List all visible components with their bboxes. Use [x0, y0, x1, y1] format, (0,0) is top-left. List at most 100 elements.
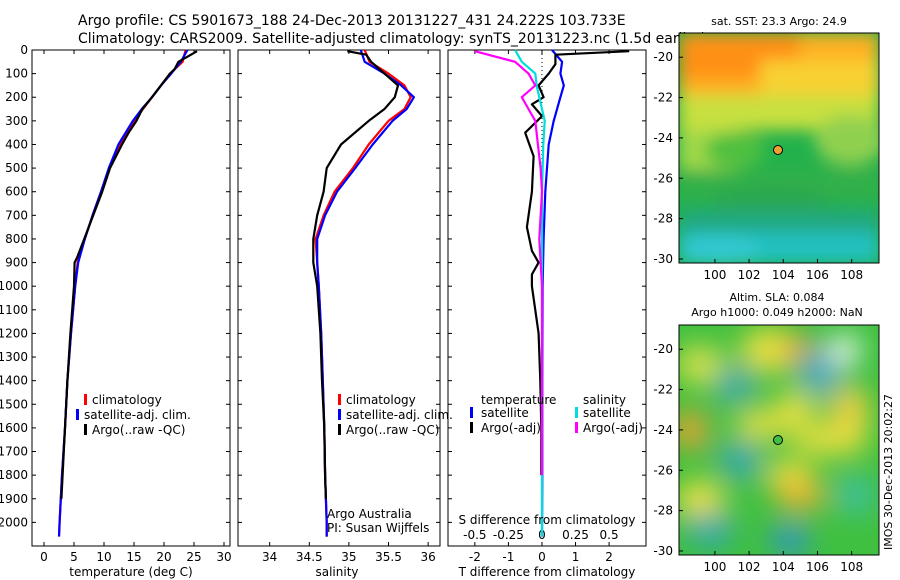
legend-swatch-satellite-adj [76, 409, 79, 420]
lon-tick-label: 108 [840, 268, 863, 282]
x-tick-label: 35.5 [375, 550, 402, 564]
sst-map-title: sat. SST: 23.3 Argo: 24.9 [711, 15, 847, 28]
x-tick-label: 34 [262, 550, 277, 564]
difference-legend: temperature salinity satellite satellite… [470, 393, 643, 435]
t-difference-tick-labels: -2 -1 0 1 2 [469, 50, 613, 564]
legend-swatch-climatology [338, 394, 341, 405]
depth-tick-label: 1700 [0, 445, 28, 459]
sla-map-frame [678, 324, 880, 556]
s-difference-tick-label: 0.5 [600, 528, 619, 542]
legend-label-satellite-adj: satellite-adj. clim. [84, 408, 191, 422]
series-line-argo-raw-qc- [60, 50, 198, 499]
x-tick-label: 2 [605, 550, 613, 564]
legend-swatch-sal-satellite [575, 407, 578, 418]
title-line-2: Climatology: CARS2009. Satellite-adjuste… [78, 31, 706, 47]
series-line-salinity-argo-adj- [474, 50, 544, 476]
argo-position-marker [773, 145, 783, 155]
depth-tick-label: 1800 [0, 468, 28, 482]
lon-tick-label: 102 [738, 268, 761, 282]
sla-map: Altim. SLA: 0.084 Argo h1000: 0.049 h200… [653, 291, 880, 574]
depth-tick-label: 900 [5, 256, 28, 270]
lat-tick-label: -24 [653, 423, 673, 437]
depth-tick-label: 1100 [0, 303, 28, 317]
depth-tick-label: 700 [5, 208, 28, 222]
annotation-pi: PI: Susan Wijffels [327, 521, 429, 535]
legend-label-sal-argo: Argo(-adj) [583, 421, 643, 435]
lat-tick-label: -30 [653, 544, 673, 558]
x-tick-label: 0 [538, 550, 546, 564]
legend-label-satellite-adj: satellite-adj. clim. [346, 408, 453, 422]
legend-label-sal-satellite: satellite [583, 406, 631, 420]
difference-series [474, 49, 630, 537]
lon-tick-label: 104 [772, 560, 795, 574]
depth-tick-label: 1200 [0, 326, 28, 340]
depth-tick-label: 800 [5, 232, 28, 246]
temperature-legend: climatology satellite-adj. clim. Argo(..… [76, 393, 191, 437]
legend-swatch-satellite-adj [338, 409, 341, 420]
depth-tick-label: 200 [5, 90, 28, 104]
depth-tick-label: 1000 [0, 279, 28, 293]
lon-tick-label: 102 [738, 560, 761, 574]
lat-tick-label: -20 [653, 342, 673, 356]
series-line-temperature-argo-adj- [524, 50, 630, 476]
lat-tick-label: -22 [653, 91, 673, 105]
s-difference-tick-labels: -0.5 -0.25 0 0.25 0.5 [463, 528, 618, 542]
series-line-argo-raw-qc- [312, 50, 400, 499]
annotation-argo-australia: Argo Australia [327, 507, 412, 521]
x-tick-label: 34.5 [296, 550, 323, 564]
legend-label-temp-argo: Argo(-adj) [481, 421, 541, 435]
x-tick-label: 10 [96, 550, 111, 564]
s-difference-tick-label: -0.5 [463, 528, 486, 542]
legend-label-argo: Argo(..raw -QC) [92, 423, 185, 437]
lon-tick-label: 106 [806, 268, 829, 282]
lon-tick-label: 100 [703, 560, 726, 574]
depth-tick-label: 600 [5, 185, 28, 199]
salinity-axis-label: salinity [315, 565, 358, 579]
lat-tick-label: -20 [653, 50, 673, 64]
x-tick-label: 35 [341, 550, 356, 564]
lat-tick-label: -30 [653, 252, 673, 266]
depth-tick-label: 500 [5, 161, 28, 175]
temperature-panel: 0 100 200 300 400 500 600 700 800 900 1000 1100 1200… [0, 43, 232, 579]
salinity-axes-frame [237, 49, 441, 547]
sla-map-title-1: Altim. SLA: 0.084 [729, 291, 824, 304]
salinity-legend: climatology satellite-adj. clim. Argo(..… [338, 393, 453, 437]
lat-tick-label: -22 [653, 383, 673, 397]
legend-label-climatology: climatology [92, 393, 162, 407]
lon-tick-label: 100 [703, 268, 726, 282]
depth-tick-label: 1400 [0, 374, 28, 388]
x-tick-label: 5 [70, 550, 78, 564]
legend-label-temp-satellite: satellite [481, 406, 529, 420]
depth-tick-label: 400 [5, 137, 28, 151]
depth-tick-label: 1900 [0, 492, 28, 506]
x-tick-label: -1 [502, 550, 514, 564]
legend-group-salinity: salinity [583, 393, 626, 407]
depth-tick-label: 300 [5, 114, 28, 128]
lon-tick-label: 108 [840, 560, 863, 574]
lat-tick-label: -26 [653, 463, 673, 477]
lat-tick-label: -26 [653, 171, 673, 185]
t-difference-axis-label: T difference from climatology [458, 565, 636, 579]
temperature-axis-label: temperature (deg C) [69, 565, 192, 579]
x-tick-label: -2 [469, 550, 481, 564]
depth-tick-label: 1600 [0, 421, 28, 435]
lon-tick-label: 104 [772, 268, 795, 282]
lat-tick-label: -28 [653, 212, 673, 226]
s-difference-tick-label: -0.25 [493, 528, 524, 542]
difference-panel: -2 -1 0 1 2 -0.5 -0.25 0 0.25 0.5 T difference f… [447, 49, 647, 579]
lat-tick-label: -24 [653, 131, 673, 145]
depth-tick-label: 0 [20, 43, 28, 57]
depth-tick-label: 2000 [0, 515, 28, 529]
x-tick-label: 15 [126, 550, 141, 564]
argo-position-marker-sla [773, 435, 783, 445]
x-tick-label: 30 [216, 550, 231, 564]
series-line-climatology [57, 49, 187, 537]
legend-swatch-sal-argo [575, 422, 578, 433]
x-tick-label: 36 [420, 550, 435, 564]
depth-tick-label: 100 [5, 67, 28, 81]
depth-tick-labels: 0 100 200 300 400 500 600 700 800 900 1000 1100 1200… [0, 43, 28, 529]
salinity-tick-labels: 34 34.5 35 35.5 36 [262, 50, 436, 564]
legend-swatch-argo [84, 424, 87, 435]
sst-lat-labels: -20 -22 -24 -26 -28 -30 [653, 50, 683, 266]
